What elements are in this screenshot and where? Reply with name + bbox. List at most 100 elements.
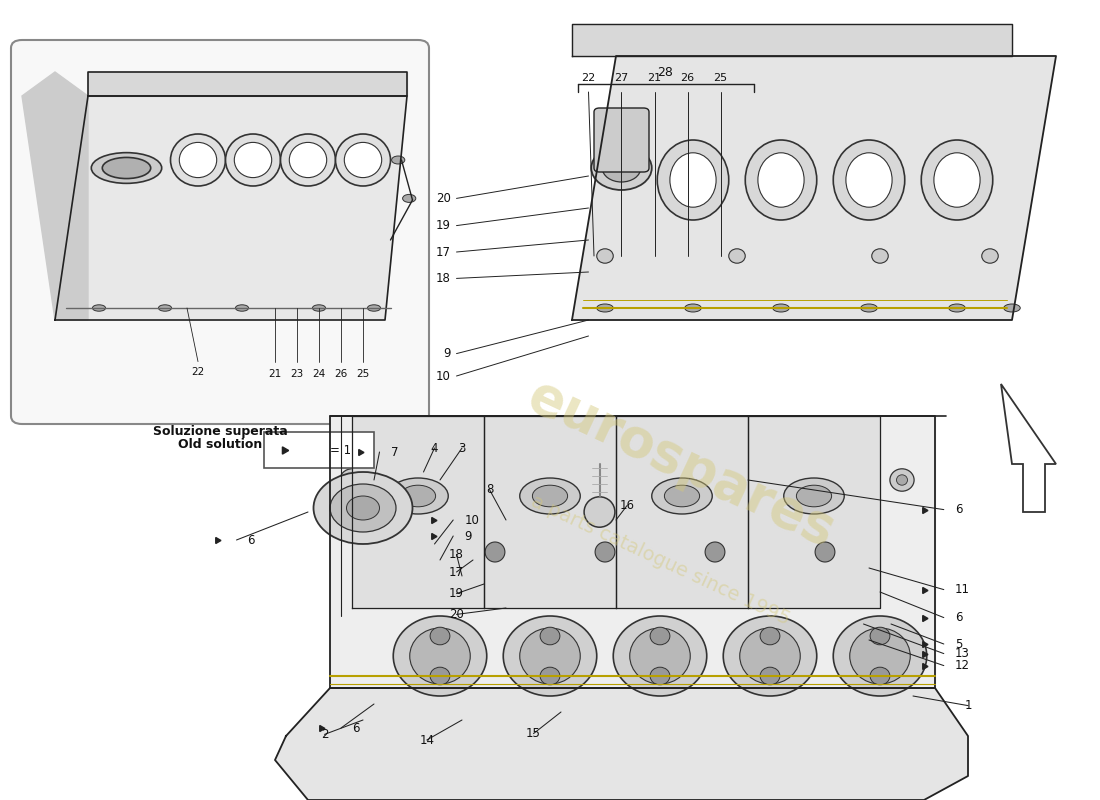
Ellipse shape	[658, 140, 728, 220]
Ellipse shape	[519, 628, 581, 684]
Ellipse shape	[485, 542, 505, 562]
Ellipse shape	[234, 142, 272, 178]
Ellipse shape	[746, 140, 816, 220]
Ellipse shape	[934, 153, 980, 207]
Ellipse shape	[392, 156, 405, 164]
Ellipse shape	[92, 305, 106, 311]
Text: 14: 14	[419, 734, 435, 746]
Ellipse shape	[430, 627, 450, 645]
Ellipse shape	[596, 304, 614, 312]
Text: 4: 4	[431, 442, 438, 454]
Ellipse shape	[226, 134, 280, 186]
Text: 6: 6	[352, 722, 360, 734]
Ellipse shape	[170, 134, 226, 186]
Text: 10: 10	[436, 370, 451, 382]
Ellipse shape	[595, 542, 615, 562]
Ellipse shape	[346, 496, 380, 520]
Text: 22: 22	[582, 73, 595, 82]
Text: 20: 20	[436, 192, 451, 205]
Text: 19: 19	[436, 219, 451, 232]
Text: 27: 27	[615, 73, 628, 82]
Ellipse shape	[834, 616, 926, 696]
Ellipse shape	[504, 616, 596, 696]
Ellipse shape	[890, 469, 914, 491]
Ellipse shape	[670, 153, 716, 207]
Text: 13: 13	[955, 647, 970, 660]
Text: a parts catalogue since 1995: a parts catalogue since 1995	[528, 491, 792, 629]
Ellipse shape	[566, 475, 578, 485]
Text: 11: 11	[955, 583, 970, 596]
Text: 16: 16	[619, 499, 635, 512]
Ellipse shape	[849, 628, 911, 684]
Text: 2: 2	[321, 728, 328, 741]
Text: 25: 25	[714, 73, 727, 82]
Ellipse shape	[796, 485, 832, 507]
Text: 5: 5	[955, 638, 962, 650]
Ellipse shape	[948, 304, 966, 312]
Ellipse shape	[400, 485, 436, 507]
Text: 26: 26	[334, 370, 348, 379]
Text: 1: 1	[965, 699, 971, 712]
Text: 10: 10	[464, 514, 480, 526]
Text: 6: 6	[248, 534, 255, 546]
Ellipse shape	[846, 153, 892, 207]
Ellipse shape	[684, 304, 702, 312]
Polygon shape	[275, 688, 968, 800]
Ellipse shape	[312, 305, 326, 311]
Polygon shape	[22, 72, 88, 320]
FancyBboxPatch shape	[264, 432, 374, 468]
Ellipse shape	[786, 475, 798, 485]
Ellipse shape	[450, 469, 474, 491]
Ellipse shape	[367, 305, 381, 311]
Polygon shape	[1001, 384, 1056, 512]
Ellipse shape	[289, 142, 327, 178]
Polygon shape	[572, 56, 1056, 320]
Ellipse shape	[330, 484, 396, 532]
Ellipse shape	[758, 153, 804, 207]
Ellipse shape	[896, 475, 907, 485]
Polygon shape	[616, 416, 748, 608]
Text: 15: 15	[526, 727, 541, 740]
Ellipse shape	[870, 627, 890, 645]
Ellipse shape	[409, 628, 471, 684]
Text: 20: 20	[449, 608, 464, 621]
Polygon shape	[572, 24, 1012, 56]
Polygon shape	[484, 416, 616, 608]
Ellipse shape	[314, 472, 412, 544]
Text: eurospares: eurospares	[520, 370, 844, 558]
Ellipse shape	[519, 478, 581, 514]
Polygon shape	[55, 96, 407, 320]
Polygon shape	[330, 416, 935, 688]
Text: 22: 22	[191, 367, 205, 377]
Text: 21: 21	[268, 370, 282, 379]
Ellipse shape	[102, 158, 151, 178]
Ellipse shape	[650, 627, 670, 645]
Ellipse shape	[430, 667, 450, 685]
Ellipse shape	[344, 142, 382, 178]
Text: 3: 3	[459, 442, 465, 454]
Ellipse shape	[724, 616, 816, 696]
Ellipse shape	[981, 249, 999, 263]
Ellipse shape	[815, 542, 835, 562]
Ellipse shape	[158, 305, 172, 311]
Ellipse shape	[870, 667, 890, 685]
Ellipse shape	[614, 616, 706, 696]
Ellipse shape	[728, 249, 746, 263]
Ellipse shape	[387, 478, 449, 514]
Text: 8: 8	[486, 483, 493, 496]
Text: 26: 26	[681, 73, 694, 82]
Text: = 1: = 1	[330, 443, 352, 457]
FancyBboxPatch shape	[594, 108, 649, 172]
Ellipse shape	[783, 478, 845, 514]
Ellipse shape	[705, 542, 725, 562]
Ellipse shape	[532, 485, 568, 507]
Text: Old solution: Old solution	[178, 438, 262, 450]
Ellipse shape	[280, 134, 336, 186]
Ellipse shape	[871, 249, 889, 263]
Ellipse shape	[540, 627, 560, 645]
Ellipse shape	[540, 667, 560, 685]
Ellipse shape	[629, 628, 691, 684]
Ellipse shape	[591, 146, 651, 190]
Ellipse shape	[456, 475, 468, 485]
Text: 17: 17	[449, 566, 464, 578]
